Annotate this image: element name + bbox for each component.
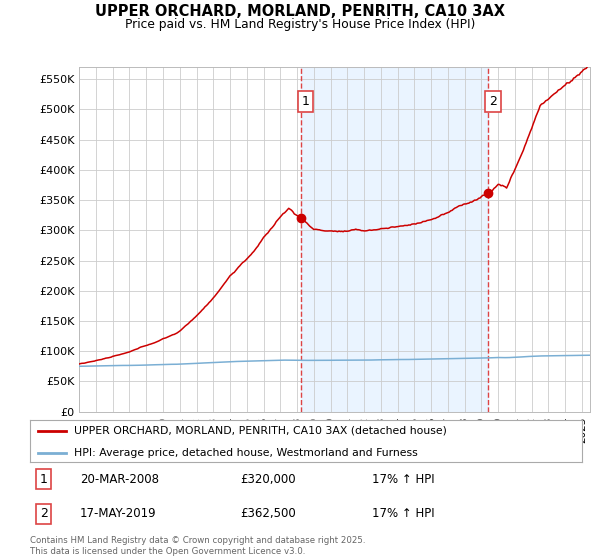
Text: 17% ↑ HPI: 17% ↑ HPI	[372, 507, 435, 520]
Bar	[301, 67, 488, 412]
Text: 2: 2	[40, 507, 48, 520]
Text: UPPER ORCHARD, MORLAND, PENRITH, CA10 3AX (detached house): UPPER ORCHARD, MORLAND, PENRITH, CA10 3A…	[74, 426, 447, 436]
Text: 2: 2	[489, 95, 497, 108]
Text: 17% ↑ HPI: 17% ↑ HPI	[372, 473, 435, 486]
Text: HPI: Average price, detached house, Westmorland and Furness: HPI: Average price, detached house, West…	[74, 448, 418, 458]
Text: £362,500: £362,500	[240, 507, 296, 520]
Text: Contains HM Land Registry data © Crown copyright and database right 2025.
This d: Contains HM Land Registry data © Crown c…	[30, 536, 365, 556]
Text: UPPER ORCHARD, MORLAND, PENRITH, CA10 3AX: UPPER ORCHARD, MORLAND, PENRITH, CA10 3A…	[95, 4, 505, 19]
Text: £320,000: £320,000	[240, 473, 295, 486]
Text: 17-MAY-2019: 17-MAY-2019	[80, 507, 157, 520]
Text: 1: 1	[302, 95, 310, 108]
Text: 20-MAR-2008: 20-MAR-2008	[80, 473, 158, 486]
Text: Price paid vs. HM Land Registry's House Price Index (HPI): Price paid vs. HM Land Registry's House …	[125, 18, 475, 31]
Text: 1: 1	[40, 473, 48, 486]
